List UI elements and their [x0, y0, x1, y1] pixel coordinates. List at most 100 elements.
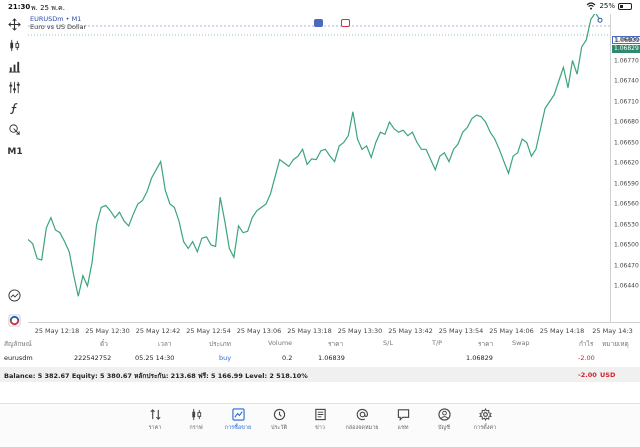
bars-chart-icon[interactable] — [6, 58, 22, 74]
chart-icon — [191, 408, 201, 421]
status-date: พ. 25 พ.ค. — [31, 4, 65, 12]
timeframe-label: M1 — [7, 147, 23, 157]
trade-row[interactable]: eurusdm 222542752 05.25 14:30 buy 0.2 1.… — [0, 351, 640, 365]
nav-chat-label: แชท — [397, 425, 409, 431]
price-series-line — [27, 11, 601, 297]
nav-trade[interactable]: การซื้อขาย — [220, 408, 256, 432]
row-price2: 1.06829 — [466, 354, 493, 362]
crosshair-icon[interactable] — [6, 16, 22, 32]
trade-icon — [231, 408, 245, 421]
row-price: 1.06839 — [318, 354, 345, 362]
account-icon — [437, 408, 451, 421]
price-axis-label: 1.06440 — [614, 282, 639, 290]
time-axis-label: 25 May 12:42 — [135, 327, 181, 335]
depth-icon[interactable] — [6, 287, 22, 303]
indicators-icon[interactable] — [6, 79, 22, 95]
col-tp: T/P — [432, 339, 443, 347]
history-icon — [273, 408, 285, 421]
nav-history-label: ประวัติ — [270, 425, 288, 431]
col-price: ราคา — [328, 340, 344, 348]
news-icon — [314, 408, 326, 421]
nav-chat[interactable]: แชท — [385, 408, 421, 432]
time-axis-label: 25 May 14:3 — [592, 327, 633, 335]
time-axis-label: 25 May 13:06 — [236, 327, 282, 335]
timeframe-button[interactable]: M1 — [6, 144, 24, 160]
price-axis-label: 1.06710 — [614, 98, 639, 105]
time-axis-label: 25 May 12:54 — [186, 327, 231, 335]
symbol-name[interactable]: EURUSDm • M1 — [30, 15, 82, 23]
nav-quotes[interactable]: ราคา — [137, 408, 173, 432]
price-axis: 1.06839 1.06829 1.06800 1.06770 1.06740 1.0… — [610, 14, 640, 322]
chat-icon — [397, 409, 409, 421]
symbol-description: Euro vs US Dollar — [30, 23, 87, 31]
broker-logo-icon[interactable] — [6, 312, 22, 328]
chart-toolbar: M1 — [0, 14, 28, 334]
quotes-icon — [149, 409, 161, 420]
col-comment: หมายเหตุ — [602, 340, 629, 348]
wifi-icon — [587, 2, 596, 10]
bid-price-tag: 1.06829 — [612, 45, 640, 53]
nav-account-label: บัญชี — [438, 425, 450, 431]
price-axis-label: 1.06500 — [614, 241, 639, 249]
col-ticket: ตั๋ว — [100, 340, 108, 348]
buy-quick-button[interactable] — [341, 19, 350, 27]
price-line-chart[interactable] — [27, 11, 610, 322]
col-volume: Volume — [268, 339, 293, 347]
nav-settings[interactable]: การตั้งค่า — [467, 408, 503, 432]
price-axis-label: 1.06680 — [614, 118, 639, 126]
price-axis-label: 1.06530 — [614, 221, 639, 228]
col-sl: S/L — [383, 339, 393, 347]
objects-icon[interactable] — [6, 121, 22, 137]
trade-table-header: สัญลักษณ์ ตั๋ว เวลา ประเภท Volume ราคา S… — [0, 336, 640, 350]
nav-trade-label: การซื้อขาย — [224, 425, 252, 431]
time-axis: 25 May 12:18 25 May 12:30 25 May 12:42 25 M… — [28, 322, 640, 336]
candles-icon[interactable] — [6, 37, 22, 53]
nav-history[interactable]: ประวัติ — [261, 408, 297, 432]
battery-icon — [618, 2, 632, 10]
nav-mailbox[interactable]: กล่องจดหมาย — [344, 408, 380, 432]
last-price-marker — [597, 17, 603, 23]
time-axis-label: 25 May 13:18 — [287, 327, 332, 335]
nav-chart[interactable]: กราฟ — [178, 408, 214, 432]
time-axis-label: 25 May 12:18 — [34, 327, 80, 335]
mailbox-icon — [356, 408, 368, 421]
row-symbol: eurusdm — [4, 354, 33, 362]
status-right: 25% — [586, 2, 632, 10]
col-symbol: สัญลักษณ์ — [4, 340, 32, 348]
price-chart[interactable] — [27, 11, 610, 322]
symbol-info: EURUSDm • M1 Euro vs US Dollar — [30, 15, 86, 31]
sell-quick-button[interactable] — [314, 19, 323, 27]
row-volume: 0.2 — [282, 354, 293, 362]
col-time: เวลา — [158, 340, 172, 348]
price-axis-label: 1.06590 — [614, 180, 639, 187]
settings-icon — [478, 408, 492, 421]
row-type: buy — [219, 354, 232, 362]
balance-profit: -2.00 — [578, 371, 597, 379]
price-axis-label: 1.06650 — [614, 139, 639, 146]
time-axis-label: 25 May 12:30 — [85, 327, 130, 335]
time-axis-label: 25 May 14:18 — [539, 327, 585, 335]
battery-percent: 25% — [599, 2, 615, 10]
price-axis-label: 1.06620 — [614, 159, 639, 167]
col-profit: กำไร — [579, 340, 594, 348]
nav-news[interactable]: ข่าว — [302, 408, 338, 432]
col-type: ประเภท — [209, 340, 231, 348]
bottom-navigation: ราคา กราฟ การซื้อขาย ประวัติ ข่าว กล่องจ… — [0, 403, 640, 447]
row-ticket: 222542752 — [74, 354, 112, 362]
price-axis-label: 1.06470 — [614, 262, 639, 269]
nav-settings-label: การตั้งค่า — [473, 425, 497, 431]
ask-price-tag: 1.06839 — [612, 36, 640, 44]
row-time: 05.25 14:30 — [135, 354, 175, 362]
col-swap: Swap — [512, 339, 530, 347]
nav-account[interactable]: บัญชี — [426, 408, 462, 432]
battery-fill — [620, 4, 623, 8]
balance-currency: USD — [600, 371, 616, 379]
nav-news-label: ข่าว — [315, 425, 325, 431]
nav-quotes-label: ราคา — [148, 425, 162, 431]
row-profit: -2.00 — [578, 354, 595, 362]
time-axis-label: 25 May 13:54 — [438, 327, 484, 335]
time-axis-label: 25 May 13:42 — [388, 327, 433, 335]
function-icon[interactable] — [6, 100, 22, 116]
balance-summary: Balance: 5 382.67 Equity: 5 380.67 หลักป… — [0, 367, 640, 382]
